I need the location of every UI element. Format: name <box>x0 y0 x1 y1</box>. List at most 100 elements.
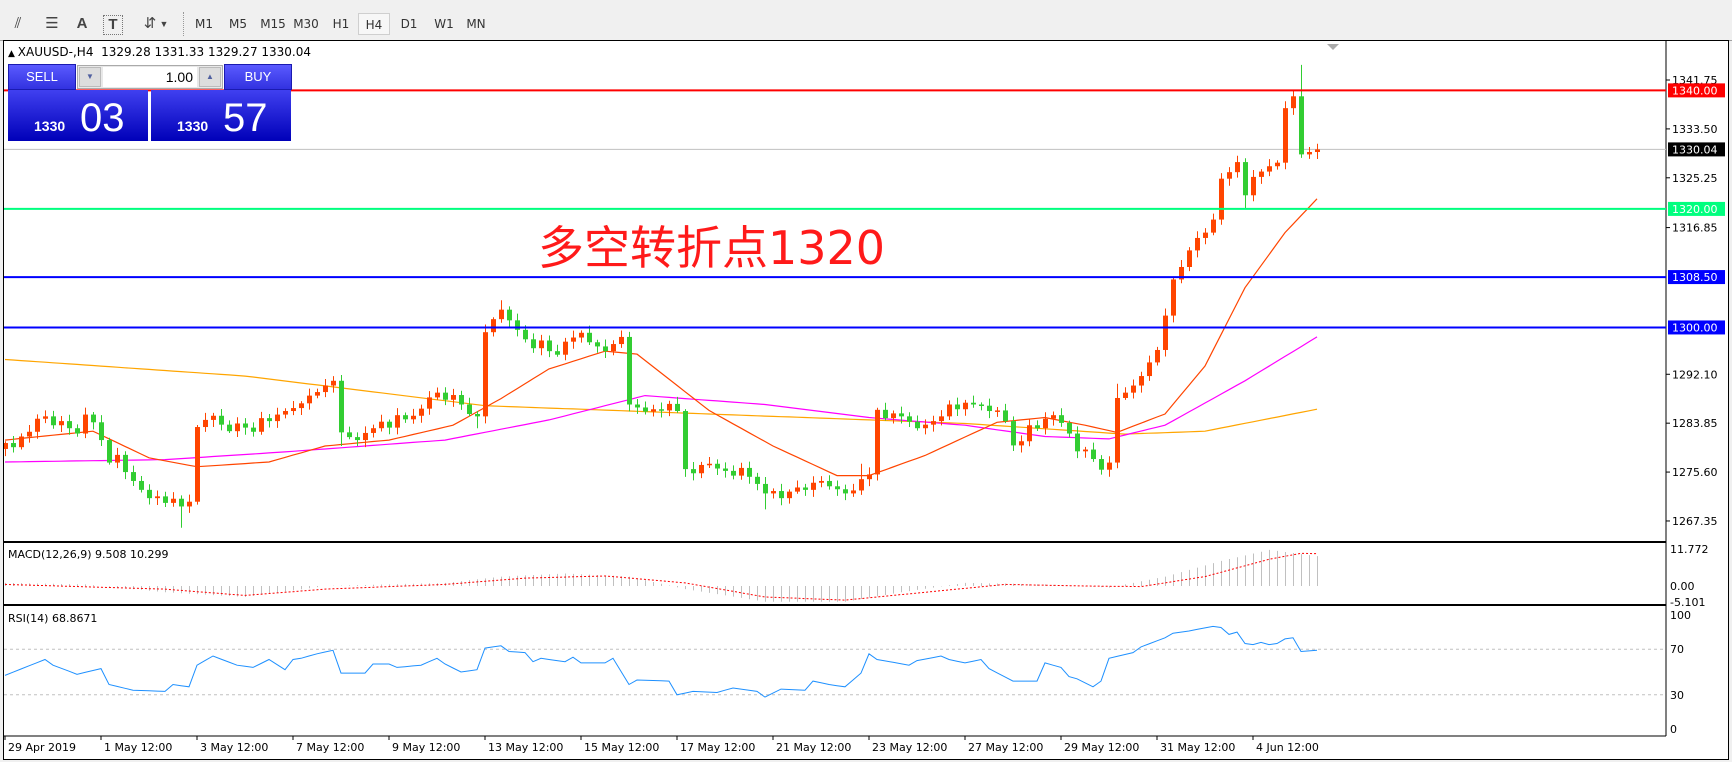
timeframe-h1-button[interactable]: H1 <box>332 17 350 31</box>
candle <box>1051 411 1056 426</box>
candle-body <box>1227 172 1232 179</box>
rsi-tick-label: 30 <box>1670 689 1684 702</box>
candle-body <box>843 489 848 494</box>
candle <box>427 391 432 415</box>
candle-body <box>1211 219 1216 233</box>
candle-body <box>595 342 600 347</box>
candle-body <box>1027 425 1032 442</box>
candle <box>1099 455 1104 475</box>
candle-body <box>987 405 992 412</box>
candle <box>1243 158 1248 209</box>
candle-body <box>19 436 24 448</box>
candle <box>979 402 984 411</box>
time-axis-label: 29 Apr 2019 <box>8 741 76 754</box>
candle-body <box>1075 433 1080 452</box>
sell-price-box[interactable]: 1330 03 <box>8 90 148 141</box>
time-axis-label: 23 May 12:00 <box>872 741 947 754</box>
candle <box>803 483 808 496</box>
price-tick-label: 1275.60 <box>1672 466 1718 479</box>
candle <box>1275 160 1280 170</box>
timeframe-d1-button[interactable]: D1 <box>400 17 418 31</box>
candle-body <box>499 309 504 320</box>
lot-decrease-icon[interactable]: ▼ <box>79 67 101 87</box>
buy-price-box[interactable]: 1330 57 <box>151 90 291 141</box>
candle-body <box>659 409 664 411</box>
time-axis-label: 9 May 12:00 <box>392 741 460 754</box>
chart-annotation-text[interactable]: 多空转折点1320 <box>538 221 886 275</box>
chart-window[interactable] <box>3 40 1729 760</box>
candle-body <box>691 469 696 474</box>
time-axis-label: 1 May 12:00 <box>104 741 172 754</box>
candle-body <box>1083 449 1088 452</box>
lot-size-input[interactable] <box>103 67 197 87</box>
text-icon[interactable]: A <box>76 15 88 32</box>
timeframe-m1-button[interactable]: M1 <box>195 17 213 31</box>
fibonacci-expansion-icon[interactable]: ⫽ <box>14 15 22 32</box>
buy-button[interactable]: BUY <box>224 64 292 90</box>
arrows-icon[interactable]: ⇵ <box>143 15 157 32</box>
candle <box>627 331 632 412</box>
level-price-label-bg <box>1668 320 1725 335</box>
candle-body <box>323 385 328 393</box>
timeframe-w1-button[interactable]: W1 <box>434 17 454 31</box>
candle-body <box>963 402 968 410</box>
candle-body <box>435 392 440 398</box>
timeframe-m15-button[interactable]: M15 <box>260 17 286 31</box>
chevron-down-icon[interactable]: ▼ <box>159 19 169 29</box>
candle <box>987 398 992 419</box>
time-axis-label: 17 May 12:00 <box>680 741 755 754</box>
candle-body <box>1011 421 1016 446</box>
candle-body <box>1059 415 1064 423</box>
candle-body <box>339 380 344 433</box>
candle <box>443 387 448 406</box>
candle-body <box>1163 315 1168 350</box>
candle-body <box>1043 418 1048 429</box>
chart-toolbar: ⫽ ☰ A T ⇵ ▼ M1 M5 M15 M30 H1 H4 D1 W1 MN <box>0 8 1732 41</box>
timeframe-mn-button[interactable]: MN <box>466 17 486 31</box>
candle-body <box>75 428 80 434</box>
candle-body <box>827 480 832 487</box>
up-triangle-icon: ▲ <box>8 49 18 59</box>
candle-body <box>243 423 248 428</box>
candle-body <box>1171 279 1176 316</box>
text-label-icon[interactable]: T <box>103 15 123 35</box>
level-price-label-bg <box>1668 270 1725 285</box>
candle-body <box>235 423 240 432</box>
candle <box>171 492 176 507</box>
candle-body <box>1259 171 1264 177</box>
candle <box>707 457 712 468</box>
price-tick-label: 1267.35 <box>1672 515 1718 528</box>
timeframe-m5-button[interactable]: M5 <box>229 17 247 31</box>
sell-price-prefix: 1330 <box>34 118 66 134</box>
candle-body <box>107 440 112 463</box>
candle <box>1235 155 1240 178</box>
candle <box>755 472 760 491</box>
candle <box>179 495 184 528</box>
candle <box>83 407 88 439</box>
candle-body <box>1139 376 1144 386</box>
candle <box>555 344 560 357</box>
candle <box>43 410 48 424</box>
timeframe-h4-button[interactable]: H4 <box>358 13 390 35</box>
candle-body <box>363 432 368 441</box>
lot-increase-icon[interactable]: ▲ <box>199 67 221 87</box>
candle-body <box>451 395 456 400</box>
sell-price-pips: 03 <box>80 96 125 140</box>
candle-body <box>1315 149 1320 153</box>
candle-body <box>683 411 688 470</box>
candle-body <box>291 408 296 412</box>
candle <box>563 337 568 361</box>
fibonacci-fan-icon[interactable]: ☰ <box>45 15 59 32</box>
candle-body <box>611 344 616 352</box>
sell-button[interactable]: SELL <box>8 64 76 90</box>
candle <box>947 400 952 420</box>
level-price-label-bg <box>1668 201 1725 216</box>
time-axis-label: 13 May 12:00 <box>488 741 563 754</box>
candle <box>1075 426 1080 459</box>
timeframe-m30-button[interactable]: M30 <box>293 17 319 31</box>
candle-body <box>699 464 704 474</box>
candle-body <box>411 415 416 420</box>
candle <box>763 477 768 510</box>
candle <box>1283 101 1288 170</box>
